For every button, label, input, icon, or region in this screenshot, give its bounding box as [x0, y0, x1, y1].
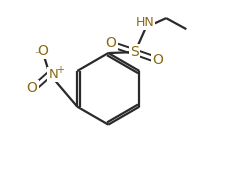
- Text: N: N: [48, 68, 58, 81]
- Text: O: O: [153, 53, 163, 67]
- Text: O: O: [27, 81, 38, 95]
- Text: +: +: [56, 65, 64, 75]
- Text: HN: HN: [136, 16, 154, 29]
- Text: S: S: [131, 45, 139, 59]
- Text: O: O: [106, 36, 117, 50]
- Text: O: O: [38, 44, 49, 58]
- Text: ⁻: ⁻: [35, 50, 41, 60]
